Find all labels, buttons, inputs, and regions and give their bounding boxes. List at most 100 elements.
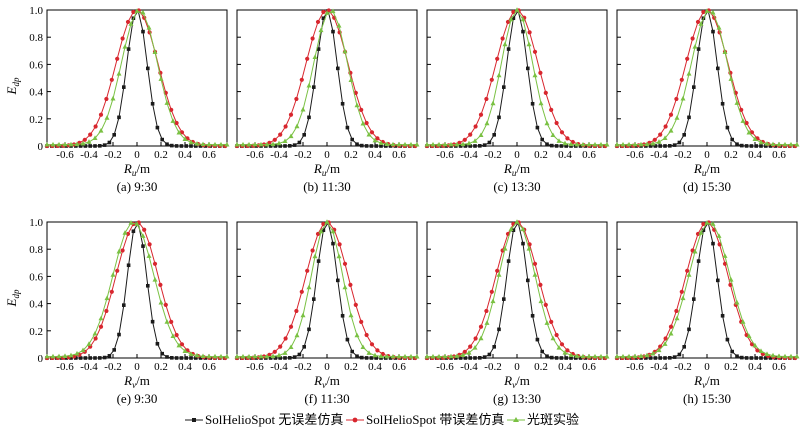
data-point <box>321 228 326 233</box>
data-point <box>722 261 728 266</box>
plot-frame <box>616 9 798 147</box>
data-point <box>188 351 194 356</box>
data-point <box>189 144 193 148</box>
series-line <box>237 9 415 147</box>
data-point <box>283 356 287 360</box>
data-point <box>408 353 414 359</box>
data-point <box>294 332 300 338</box>
data-point <box>538 70 543 75</box>
plot-frame <box>236 9 418 147</box>
chart-panel-1: -0.6 -0.4 -0.2 0 0.2 0.4 0.6 0 0.2 0.4 0.6 0.8 1.0 Ru… <box>29 5 230 194</box>
data-point <box>574 141 580 147</box>
data-point <box>685 56 690 61</box>
data-point <box>354 332 360 338</box>
data-point <box>110 95 116 101</box>
data-point <box>188 139 194 145</box>
chart-panel-3: -0.6 -0.4 -0.2 0 0.2 0.4 0.6 Ru/m(c) 13:30 <box>424 7 610 194</box>
x-tick-label: 0 <box>514 361 520 373</box>
data-point <box>626 141 632 147</box>
data-point <box>224 353 230 359</box>
data-point <box>292 143 297 147</box>
data-point <box>562 140 568 146</box>
data-point <box>155 341 160 346</box>
y-tick-label: 1.0 <box>29 217 43 229</box>
data-point <box>559 356 564 360</box>
data-point <box>663 124 668 129</box>
x-tick-label: -0.4 <box>270 361 288 373</box>
data-point <box>496 272 502 277</box>
data-point <box>146 283 150 288</box>
data-point <box>478 144 482 148</box>
data-point <box>305 268 310 273</box>
x-axis-label: Rv/m <box>123 373 150 390</box>
data-point <box>146 253 152 258</box>
data-point <box>50 141 56 147</box>
data-point <box>50 353 56 359</box>
data-point <box>692 297 696 301</box>
data-point <box>698 21 704 26</box>
series-line <box>617 10 797 146</box>
data-point <box>562 349 568 355</box>
data-point <box>264 141 270 147</box>
data-point <box>360 120 366 126</box>
data-point <box>687 115 691 120</box>
data-point <box>656 139 662 144</box>
data-point <box>165 355 169 359</box>
data-point <box>360 143 364 148</box>
data-point <box>770 352 776 358</box>
data-point <box>554 356 559 360</box>
data-point <box>117 332 121 337</box>
series-line <box>237 221 415 359</box>
data-point <box>650 140 656 146</box>
data-point <box>554 332 559 338</box>
data-point <box>696 259 701 263</box>
x-tick-label: -0.6 <box>626 361 644 373</box>
data-point <box>545 142 549 147</box>
data-point <box>527 30 532 35</box>
data-point <box>598 353 604 359</box>
x-tick-label: 0.4 <box>558 361 572 373</box>
data-point <box>672 355 677 359</box>
series-circle <box>234 220 418 361</box>
data-point <box>292 355 297 359</box>
data-point <box>276 352 282 358</box>
series-circle <box>614 220 798 361</box>
x-tick-label: 0.6 <box>772 149 786 161</box>
data-point <box>502 297 506 301</box>
data-point <box>388 356 393 360</box>
data-point <box>165 142 169 147</box>
data-point <box>722 49 728 54</box>
data-point <box>107 140 112 145</box>
data-point <box>653 356 658 360</box>
data-point <box>272 137 277 142</box>
data-point <box>384 353 390 359</box>
data-point <box>93 144 97 148</box>
data-point <box>725 337 730 342</box>
data-point <box>44 353 50 359</box>
data-point <box>754 356 758 360</box>
x-tick-label: 0.4 <box>748 361 762 373</box>
series-line <box>47 10 227 146</box>
data-point <box>734 299 740 305</box>
data-point <box>158 282 163 287</box>
series-square <box>45 221 227 360</box>
y-tick-label: 0.4 <box>29 87 43 99</box>
data-point <box>155 125 160 130</box>
panel-caption: (f) 11:30 <box>304 391 349 406</box>
y-tick-label: 1.0 <box>29 5 43 17</box>
data-point <box>388 144 393 148</box>
data-point <box>484 308 489 314</box>
data-point <box>466 349 472 355</box>
data-point <box>272 349 277 354</box>
data-point <box>372 352 378 358</box>
data-point <box>116 71 122 76</box>
x-tick-label: -0.2 <box>484 361 501 373</box>
data-point <box>487 140 492 145</box>
data-point <box>194 352 200 358</box>
data-point <box>110 272 116 277</box>
data-point <box>484 320 490 325</box>
x-tick-label: 0 <box>134 149 140 161</box>
data-point <box>240 141 246 147</box>
data-point <box>115 268 120 273</box>
x-tick-label: -0.4 <box>460 361 478 373</box>
